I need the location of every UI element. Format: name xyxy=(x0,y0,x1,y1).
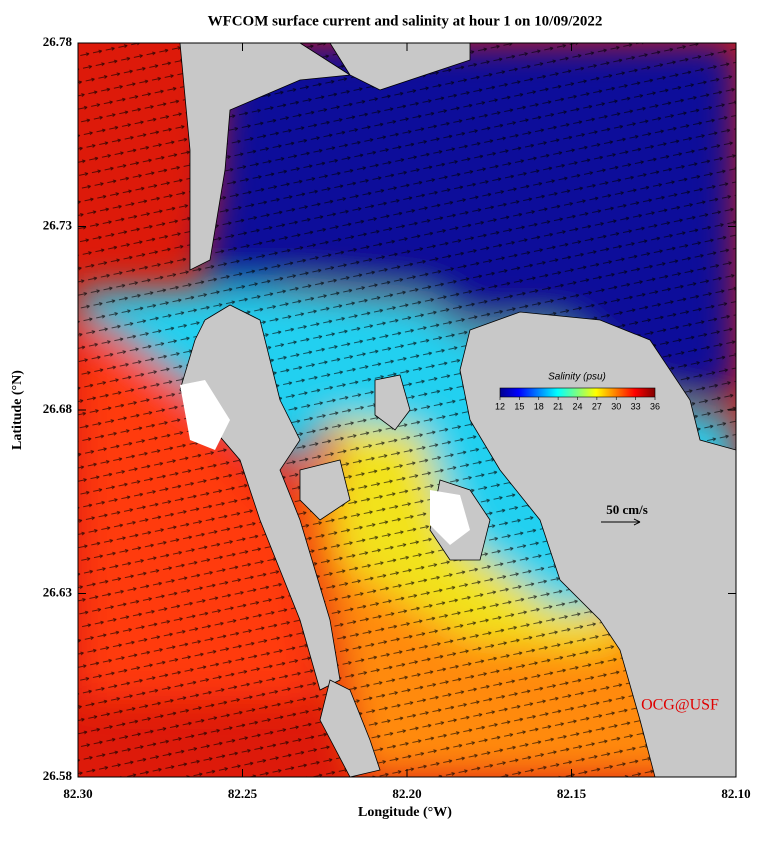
y-axis-label: Latitude (°N) xyxy=(10,370,25,450)
x-tick-label: 82.15 xyxy=(557,786,587,801)
colorbar-tick-label: 33 xyxy=(631,401,641,411)
colorbar-ticks: 12 15 18 21 24 27 30 33 36 xyxy=(495,397,660,411)
x-tick-label: 82.20 xyxy=(392,786,421,801)
map-title: WFCOM surface current and salinity at ho… xyxy=(208,13,603,29)
axis-ticks: 82.30 82.25 82.20 82.15 82.10 26.58 26.63 26.68… xyxy=(43,34,751,801)
colorbar-tick-label: 24 xyxy=(572,401,582,411)
colorbar-tick-label: 30 xyxy=(611,401,621,411)
colorbar-tick-label: 15 xyxy=(514,401,524,411)
credit: OCG@USF xyxy=(641,697,719,714)
colorbar-label: Salinity (psu) xyxy=(548,372,606,383)
x-tick-label: 82.10 xyxy=(721,786,750,801)
x-tick-label: 82.30 xyxy=(63,786,92,801)
y-tick-label: 26.63 xyxy=(43,584,73,599)
scale-arrow-label: 50 cm/s xyxy=(606,502,648,517)
salinity-field xyxy=(78,43,736,777)
scale-arrow: 50 cm/s xyxy=(601,502,648,526)
colorbar-tick-label: 27 xyxy=(592,401,602,411)
colorbar-tick-label: 12 xyxy=(495,401,505,411)
x-tick-label: 82.25 xyxy=(228,786,258,801)
y-tick-label: 26.78 xyxy=(43,34,73,49)
colorbar-tick-label: 36 xyxy=(650,401,660,411)
y-tick-label: 26.68 xyxy=(43,401,73,416)
colorbar-tick-label: 21 xyxy=(553,401,563,411)
colorbar-ramp xyxy=(499,387,656,398)
scale-arrow-head xyxy=(633,518,641,526)
colorbar-tick-label: 18 xyxy=(534,401,544,411)
x-axis-label: Longitude (°W) xyxy=(358,805,452,820)
y-tick-label: 26.58 xyxy=(43,768,73,783)
y-tick-label: 26.73 xyxy=(43,217,73,232)
colorbar: Salinity (psu) 12 15 18 21 24 27 30 33 36 xyxy=(495,372,660,412)
